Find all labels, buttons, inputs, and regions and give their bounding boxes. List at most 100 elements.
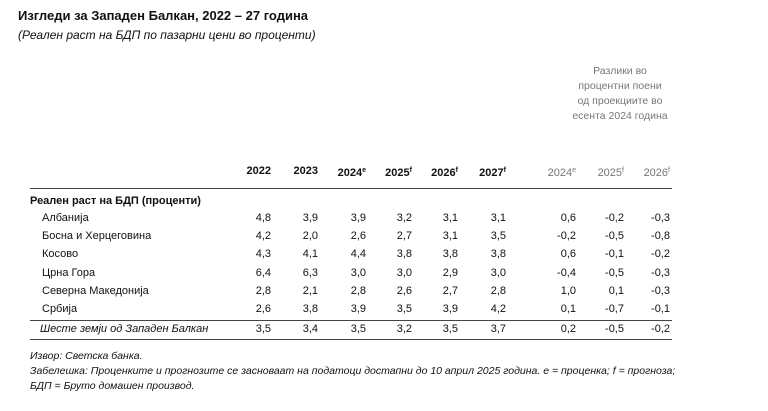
rule xyxy=(30,188,672,189)
superscript: f xyxy=(503,167,506,174)
column-header: 2022 xyxy=(211,164,271,178)
cell: 3,8 xyxy=(442,248,458,261)
superscript: e xyxy=(362,167,366,174)
cell: 3,9 xyxy=(350,303,366,315)
section-label: Реален раст на БДП (проценти) xyxy=(30,195,201,207)
column-header: 2023 xyxy=(258,164,318,178)
cell: 4,1 xyxy=(302,248,318,261)
cell: -0,2 xyxy=(557,230,576,243)
year: 2026 xyxy=(643,167,669,179)
cell: 3,9 xyxy=(350,212,366,224)
year: 2024 xyxy=(337,167,363,179)
cell: 3,8 xyxy=(302,303,318,315)
cell: 2,9 xyxy=(442,266,458,279)
cell: 2,8 xyxy=(350,284,366,297)
year: 2024 xyxy=(547,167,573,179)
cell: 6,3 xyxy=(302,266,318,279)
cell: -0,2 xyxy=(605,212,624,224)
cell: 3,1 xyxy=(442,230,458,243)
cell: 4,4 xyxy=(350,248,366,261)
note: БДП = Бруто домашен производ. xyxy=(30,380,195,392)
subtitle: (Реален раст на БДП по пазарни цени во п… xyxy=(18,28,316,42)
cell: 3,0 xyxy=(396,266,412,279)
cell: 0,6 xyxy=(560,212,576,224)
cell: 3,1 xyxy=(490,212,506,224)
cell: 2,0 xyxy=(302,230,318,243)
cell: 2,7 xyxy=(442,284,458,297)
cell: 0,1 xyxy=(560,303,576,315)
cell: 0,1 xyxy=(608,284,624,297)
cell: 4,2 xyxy=(490,303,506,315)
column-header: 2024e xyxy=(306,164,366,180)
cell: 2,6 xyxy=(396,284,412,297)
note: Забелешка: Проценките и прогнозите се за… xyxy=(30,365,676,377)
cell: 3,0 xyxy=(490,266,506,279)
cell: 3,2 xyxy=(396,323,412,335)
cell: 2,6 xyxy=(350,230,366,243)
cell: 0,6 xyxy=(560,248,576,261)
cell: -0,5 xyxy=(605,230,624,243)
cell: -0,1 xyxy=(651,303,670,315)
column-header: 2025f xyxy=(352,164,412,180)
column-header: 2024e xyxy=(516,164,576,180)
cell: 3,7 xyxy=(490,323,506,335)
year: 2027 xyxy=(479,167,504,179)
cell: 2,7 xyxy=(396,230,412,243)
cell: 0,2 xyxy=(560,323,576,335)
cell: 3,9 xyxy=(302,212,318,224)
superscript: f xyxy=(455,167,458,174)
row-label: Косово xyxy=(42,248,79,261)
cell: 3,5 xyxy=(490,230,506,243)
cell: 2,8 xyxy=(490,284,506,297)
rule xyxy=(30,320,672,321)
title: Изгледи за Западен Балкан, 2022 – 27 год… xyxy=(18,8,309,23)
column-header: 2027f xyxy=(446,164,506,180)
group-header: есента 2024 година xyxy=(572,110,668,122)
rule xyxy=(30,339,672,340)
cell: -0,3 xyxy=(651,266,670,279)
cell: -0,3 xyxy=(651,212,670,224)
cell: 3,5 xyxy=(350,323,366,335)
cell: -0,2 xyxy=(651,248,670,261)
cell: 3,4 xyxy=(302,323,318,335)
cell: 3,5 xyxy=(442,323,458,335)
cell: 3,1 xyxy=(442,212,458,224)
cell: 3,8 xyxy=(490,248,506,261)
group-header: Разлики во xyxy=(593,65,647,77)
cell: 1,0 xyxy=(560,284,576,297)
cell: -0,5 xyxy=(605,266,624,279)
row-label: Црна Гора xyxy=(42,266,96,279)
row-label: Северна Македонија xyxy=(42,284,149,297)
cell: 2,6 xyxy=(255,303,271,315)
cell: 3,2 xyxy=(396,212,412,224)
cell: -0,5 xyxy=(605,323,624,335)
superscript: f xyxy=(668,167,670,174)
year: 2025 xyxy=(597,167,623,179)
superscript: e xyxy=(572,167,576,174)
cell: 4,3 xyxy=(255,248,271,261)
cell: -0,4 xyxy=(557,266,576,279)
cell: 3,0 xyxy=(350,266,366,279)
column-header: 2026f xyxy=(610,164,670,180)
superscript: f xyxy=(409,167,412,174)
group-header: од проекциите во xyxy=(577,95,663,107)
year: 2023 xyxy=(293,165,318,177)
column-header: 2025f xyxy=(564,164,624,180)
column-header: 2026f xyxy=(398,164,458,180)
row-label: Шесте земји од Западен Балкан xyxy=(40,323,209,335)
year: 2022 xyxy=(246,165,271,177)
superscript: f xyxy=(622,167,624,174)
cell: -0,8 xyxy=(651,230,670,243)
cell: 2,8 xyxy=(255,284,271,297)
row-label: Босна и Херцеговина xyxy=(42,230,152,243)
note: Извор: Светска банка. xyxy=(30,350,143,362)
cell: -0,3 xyxy=(651,284,670,297)
cell: 3,5 xyxy=(396,303,412,315)
row-label: Албанија xyxy=(42,212,89,224)
cell: 3,9 xyxy=(442,303,458,315)
cell: 4,2 xyxy=(255,230,271,243)
cell: 4,8 xyxy=(255,212,271,224)
cell: -0,2 xyxy=(651,323,670,335)
year: 2026 xyxy=(431,167,456,179)
